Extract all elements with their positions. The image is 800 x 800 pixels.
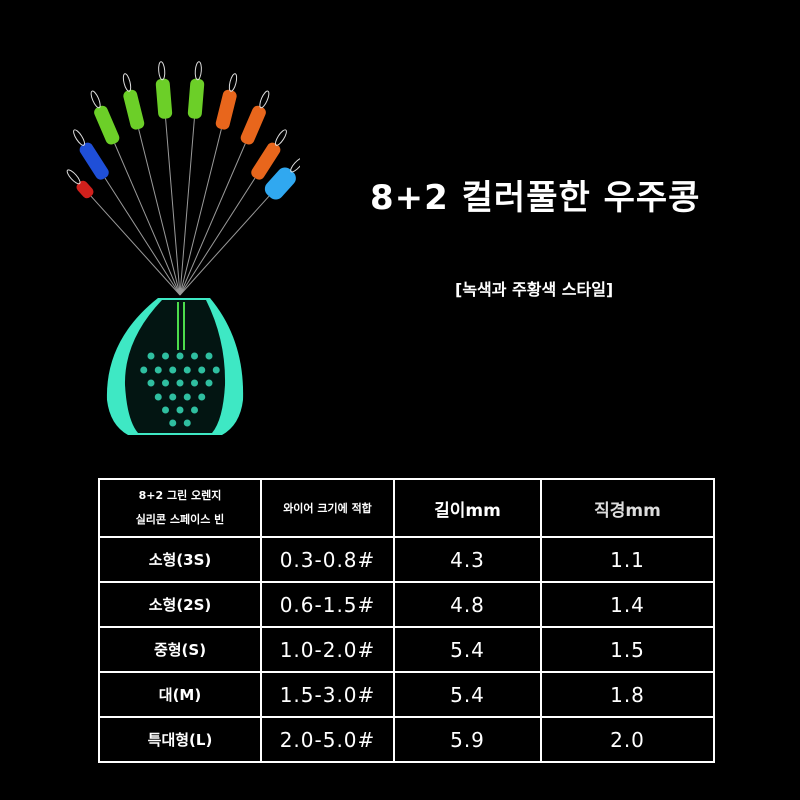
product-subtitle: [녹색과 주황색 스타일]: [455, 280, 614, 299]
holder-slot: [147, 379, 155, 387]
cell-wire: 2.0-5.0#: [260, 716, 395, 763]
cell-diameter: 1.4: [540, 581, 715, 628]
bead-stopper: [122, 73, 181, 296]
holder-slot: [176, 406, 184, 414]
cell-length: 5.9: [393, 716, 542, 763]
holder-slot: [154, 393, 162, 401]
cell-length: 5.4: [393, 671, 542, 718]
cell-size: 소형(2S): [98, 581, 262, 628]
wire-stoppers: [66, 61, 300, 296]
header-length: 길이mm: [393, 478, 542, 538]
cell-length: 4.3: [393, 536, 542, 583]
cell-wire: 0.3-0.8#: [260, 536, 395, 583]
cell-wire: 1.5-3.0#: [260, 671, 395, 718]
header-product: 8+2 그린 오렌지 실리콘 스페이스 빈: [98, 478, 262, 538]
cell-wire: 0.6-1.5#: [260, 581, 395, 628]
cell-diameter: 2.0: [540, 716, 715, 763]
holder-slot: [147, 352, 155, 360]
table-row: 소형(3S) 0.3-0.8# 4.3 1.1: [98, 536, 715, 583]
holder-slot: [212, 366, 220, 374]
table-header-row: 8+2 그린 오렌지 실리콘 스페이스 빈 와이어 크기에 적합 길이mm 직경…: [98, 478, 715, 538]
holder-slot: [176, 352, 184, 360]
holder-slot: [205, 379, 213, 387]
holder-slot: [191, 352, 198, 360]
product-title: 8+2 컬러풀한 우주콩: [370, 178, 701, 218]
bead-stopper: [179, 73, 238, 296]
holder-slot: [191, 379, 198, 387]
holder-slot: [169, 393, 177, 401]
cell-diameter: 1.8: [540, 671, 715, 718]
holder-slot: [191, 406, 198, 414]
holder-slot: [140, 366, 148, 374]
product-image: [66, 61, 300, 435]
holder-slot: [198, 393, 206, 401]
holder-slot: [205, 352, 213, 360]
bead-stopper: [73, 129, 181, 296]
holder-slot: [183, 366, 191, 374]
holder-slot: [162, 352, 169, 360]
holder-slot: [183, 419, 191, 427]
holder-slot: [169, 419, 177, 427]
cell-wire: 1.0-2.0#: [260, 626, 395, 673]
cell-size: 소형(3S): [98, 536, 262, 583]
holder-slot: [169, 366, 177, 374]
cell-length: 4.8: [393, 581, 542, 628]
cell-size: 특대형(L): [98, 716, 262, 763]
cell-diameter: 1.1: [540, 536, 715, 583]
header-product-line1: 8+2 그린 오렌지: [138, 489, 222, 502]
holder-slot: [162, 406, 169, 414]
cell-size: 중형(S): [98, 626, 262, 673]
bead-stopper: [179, 90, 270, 296]
bead-stopper: [66, 169, 181, 296]
holder-slot: [154, 366, 162, 374]
cell-diameter: 1.5: [540, 626, 715, 673]
bead-stopper: [155, 61, 181, 296]
table-row: 대(M) 1.5-3.0# 5.4 1.8: [98, 671, 715, 718]
holder-slot: [183, 393, 191, 401]
header-diameter: 직경mm: [540, 478, 715, 538]
bead-stopper: [179, 157, 300, 296]
table-row: 특대형(L) 2.0-5.0# 5.9 2.0: [98, 716, 715, 763]
cell-length: 5.4: [393, 626, 542, 673]
header-product-line2: 실리콘 스페이스 빈: [135, 513, 225, 526]
holder-slot: [176, 379, 184, 387]
holder-slot: [198, 366, 206, 374]
holder-card: [106, 298, 244, 435]
table-row: 소형(2S) 0.6-1.5# 4.8 1.4: [98, 581, 715, 628]
cell-size: 대(M): [98, 671, 262, 718]
bead-stopper: [179, 129, 287, 296]
bead-stopper: [90, 90, 181, 296]
header-wire: 와이어 크기에 적합: [260, 478, 395, 538]
spec-table: 8+2 그린 오렌지 실리콘 스페이스 빈 와이어 크기에 적합 길이mm 직경…: [98, 478, 715, 763]
table-row: 중형(S) 1.0-2.0# 5.4 1.5: [98, 626, 715, 673]
bead-stopper: [179, 61, 205, 296]
holder-slot: [162, 379, 169, 387]
